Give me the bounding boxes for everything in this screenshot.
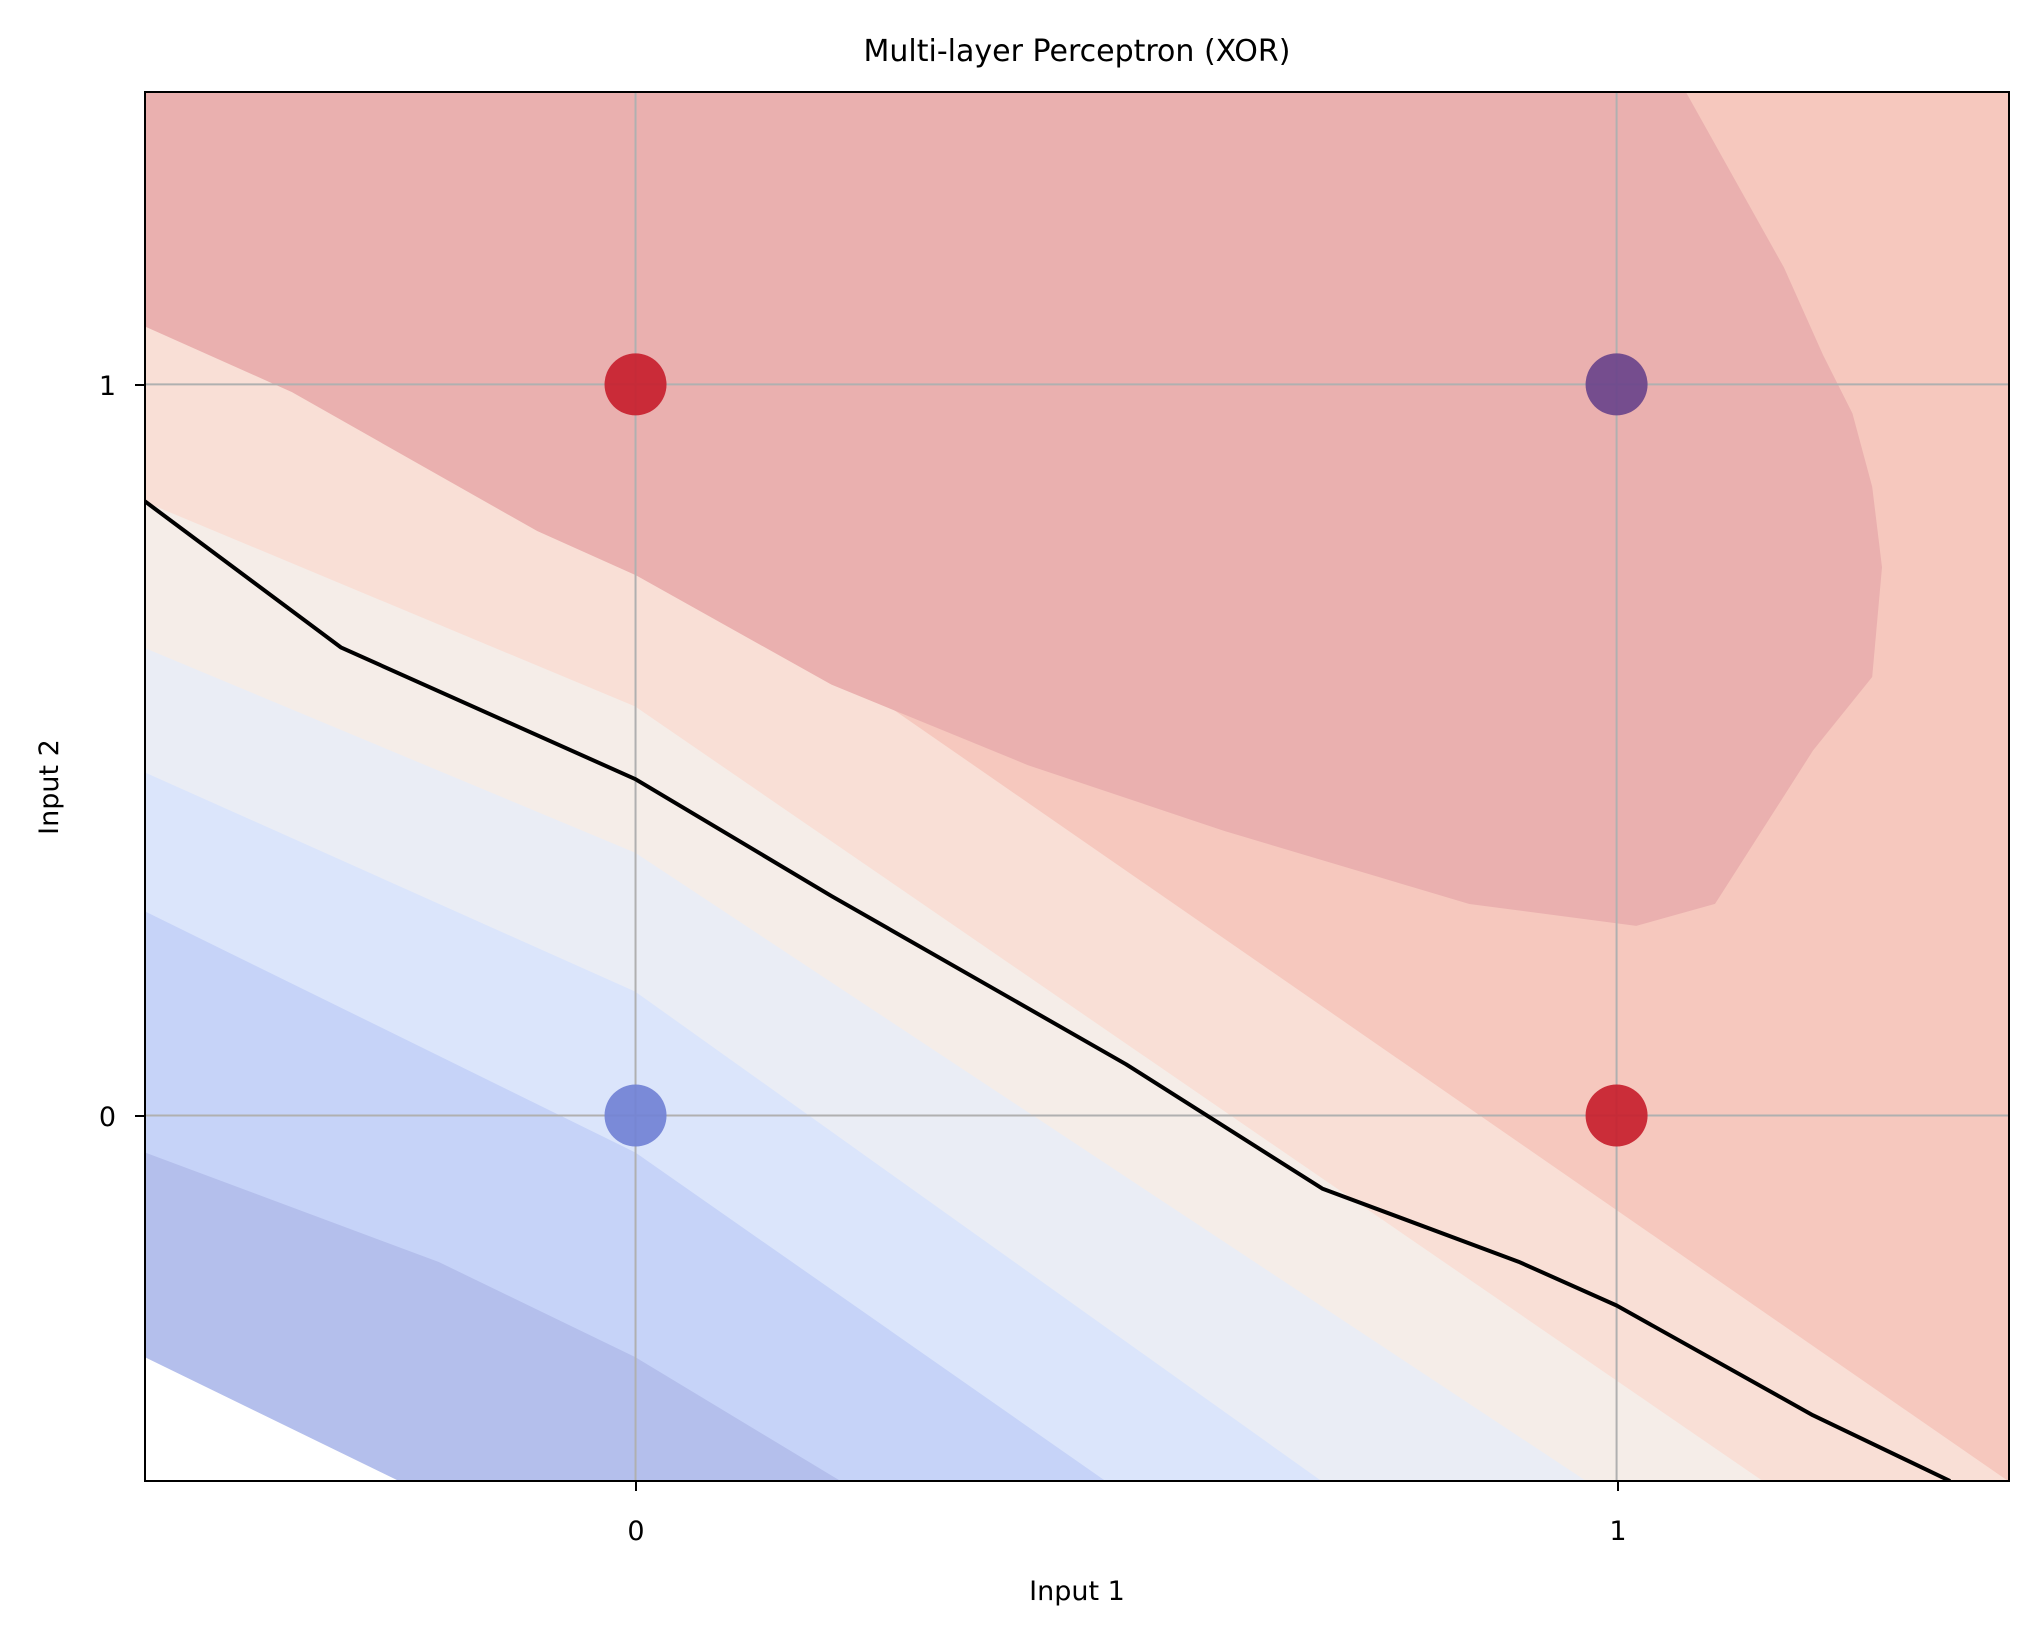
gridlines xyxy=(145,92,2009,1481)
decision-boundary-layer xyxy=(145,499,1951,1481)
x-tick-label-0: 0 xyxy=(627,1516,644,1547)
point-1-0 xyxy=(1585,1084,1648,1147)
contour-bands xyxy=(145,92,2009,1481)
band-8 xyxy=(145,92,1883,926)
point-0-0 xyxy=(604,1084,667,1147)
x-axis: 0 1 Input 1 xyxy=(627,1481,1627,1607)
y-axis: 0 1 Input 2 xyxy=(34,371,145,1133)
y-tick-label-0: 0 xyxy=(99,1102,116,1133)
x-tick-label-1: 1 xyxy=(1609,1516,1626,1547)
decision-boundary xyxy=(145,499,1951,1481)
x-axis-label: Input 1 xyxy=(1029,1576,1125,1607)
point-1-1 xyxy=(1585,353,1648,416)
data-points xyxy=(604,353,1648,1147)
y-tick-label-1: 1 xyxy=(99,371,116,402)
plot-frame xyxy=(144,91,2010,1482)
y-axis-label: Input 2 xyxy=(34,739,65,835)
point-0-1 xyxy=(604,353,667,416)
chart-title: Multi-layer Perceptron (XOR) xyxy=(864,34,1291,69)
